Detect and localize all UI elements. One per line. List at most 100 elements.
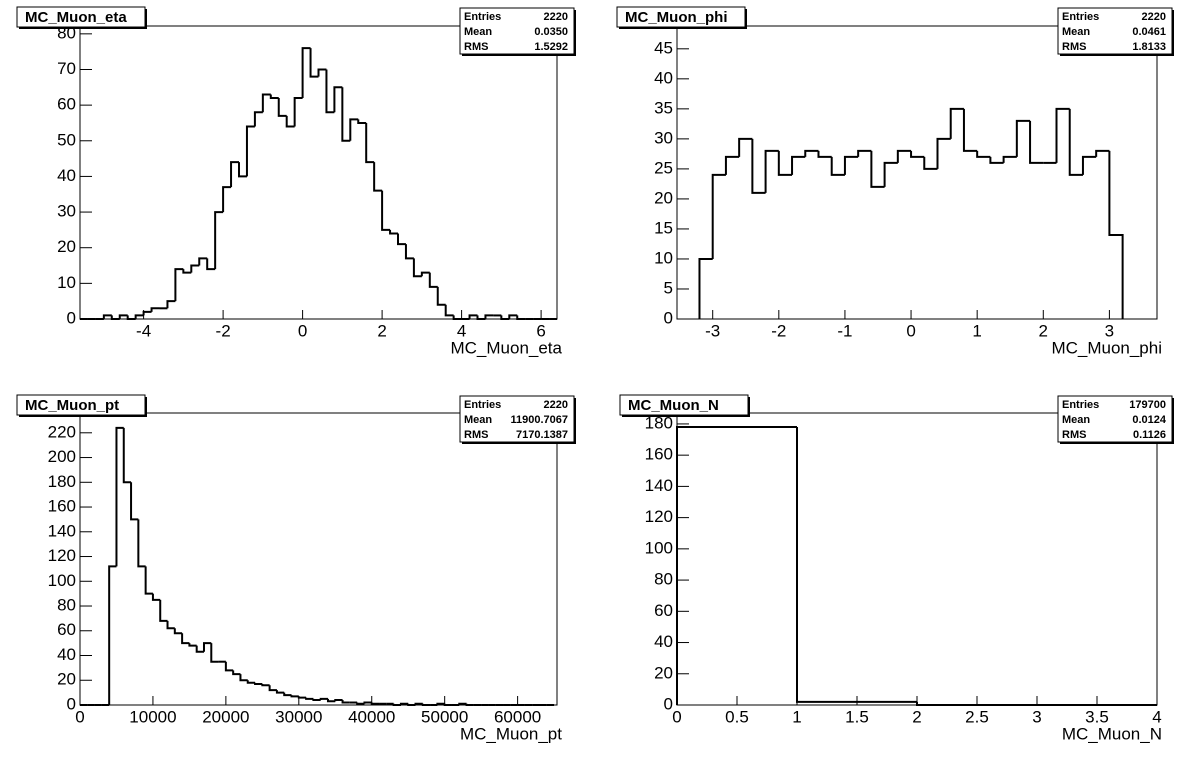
histogram-bin — [676, 426, 797, 705]
y-tick-label: 200 — [48, 447, 76, 466]
y-tick-label: 40 — [654, 68, 673, 87]
histogram-bin — [301, 47, 311, 99]
y-tick-label: 10 — [57, 273, 76, 292]
histogram-bin — [962, 108, 978, 152]
histogram-bin — [188, 643, 197, 647]
x-tick-label: 1 — [972, 321, 981, 340]
histogram-bin — [246, 680, 256, 684]
histogram-bin — [1002, 155, 1017, 163]
x-tick-label: 3 — [1105, 321, 1114, 340]
y-tick-label: 160 — [645, 445, 673, 464]
y-tick-label: 180 — [48, 472, 76, 491]
histogram-bin — [421, 703, 431, 706]
histogram-bin — [830, 156, 845, 176]
histogram-bin — [261, 683, 270, 687]
x-tick-label: 0 — [672, 707, 681, 726]
x-tick-label: 1 — [792, 707, 801, 726]
y-tick-label: 40 — [654, 632, 673, 651]
stats-value: 0.0461 — [1132, 26, 1166, 38]
y-tick-label: 40 — [57, 166, 76, 185]
x-tick-label: 4 — [457, 321, 466, 340]
title-box — [616, 6, 746, 28]
histogram-bin — [428, 272, 438, 288]
x-axis-label: MC_Muon_N — [1062, 724, 1162, 743]
y-tick-label: 50 — [57, 130, 76, 149]
histogram-bin — [195, 645, 204, 653]
histogram-bin — [166, 300, 176, 309]
x-tick-label: 50000 — [421, 707, 468, 726]
histogram-bin — [239, 674, 248, 682]
chart-title: MC_Muon_pt — [25, 397, 119, 414]
histogram-panel: 0 20 40 60 80 100 120 140 160 180 0 0.5 1 1.5 2 2.5 3 3.5… — [619, 394, 1174, 743]
chart-title: MC_Muon_N — [628, 397, 719, 414]
histogram-bin — [923, 156, 938, 170]
histogram-bin — [711, 173, 726, 259]
histogram-bin — [198, 257, 208, 266]
x-tick-label: 40000 — [348, 707, 395, 726]
y-tick-label: 80 — [654, 570, 673, 589]
y-tick-label: 140 — [48, 521, 76, 540]
stats-value: 7170.1387 — [516, 429, 568, 441]
x-tick-label: 0 — [906, 321, 915, 340]
histogram-bin — [777, 150, 793, 176]
histogram-bin — [190, 264, 200, 273]
histogram-bin — [232, 670, 241, 676]
y-tick-label: 60 — [57, 95, 76, 114]
x-tick-label: 2.5 — [965, 707, 989, 726]
histogram-bin — [436, 286, 446, 306]
histogram-bin — [1068, 108, 1083, 176]
title-box — [619, 394, 749, 416]
histogram-bin — [238, 162, 247, 178]
histogram-bin — [436, 702, 445, 705]
histogram-bin — [392, 703, 401, 706]
x-tick-label: 0.5 — [725, 707, 749, 726]
histogram-bin — [341, 87, 351, 142]
stats-label: RMS — [464, 429, 488, 441]
histogram-bin — [118, 314, 128, 319]
stats-box — [1057, 395, 1173, 443]
x-tick-label: 2 — [1039, 321, 1048, 340]
histogram-bin — [134, 314, 144, 319]
histogram-bin — [254, 682, 263, 685]
y-tick-label: 15 — [654, 218, 673, 237]
histogram-bin — [896, 149, 912, 163]
histogram-bin — [365, 122, 375, 164]
histogram-bin — [102, 314, 112, 319]
y-tick-label: 120 — [48, 546, 76, 565]
histogram-bin — [325, 69, 335, 114]
histogram-bin — [989, 156, 1004, 164]
histogram-bin — [319, 697, 328, 701]
histogram-bin — [333, 86, 343, 113]
y-tick-label: 140 — [645, 476, 673, 495]
x-tick-label: 60000 — [494, 707, 541, 726]
histogram-bin — [182, 269, 192, 274]
histogram-bin — [936, 137, 951, 169]
histogram-bin — [698, 257, 713, 319]
x-tick-label: 3 — [1032, 707, 1041, 726]
histogram-bin — [724, 155, 740, 175]
histogram-bin — [297, 696, 307, 699]
x-tick-label: 2 — [912, 707, 921, 726]
histogram-bin — [317, 68, 327, 77]
histogram-bin — [159, 599, 168, 622]
histogram-bin — [334, 699, 343, 702]
histogram-bin — [349, 118, 359, 141]
histogram-bin — [224, 661, 234, 672]
y-tick-label: 20 — [654, 188, 673, 207]
histogram-bin — [275, 690, 285, 694]
x-tick-label: 10000 — [129, 707, 176, 726]
histogram-bin — [370, 702, 380, 705]
histogram-bin — [976, 150, 991, 158]
histogram-bin — [312, 698, 321, 702]
y-tick-label: 100 — [48, 571, 76, 590]
histogram-bin — [181, 633, 190, 645]
stats-label: RMS — [1062, 41, 1086, 53]
histogram-bin — [1055, 107, 1070, 163]
histogram-bin — [137, 519, 146, 568]
histogram-bin — [817, 150, 832, 158]
y-tick-label: 120 — [645, 507, 673, 526]
chart-title: MC_Muon_phi — [625, 9, 728, 26]
histogram-bin — [269, 94, 279, 100]
histogram-bin — [738, 137, 753, 157]
